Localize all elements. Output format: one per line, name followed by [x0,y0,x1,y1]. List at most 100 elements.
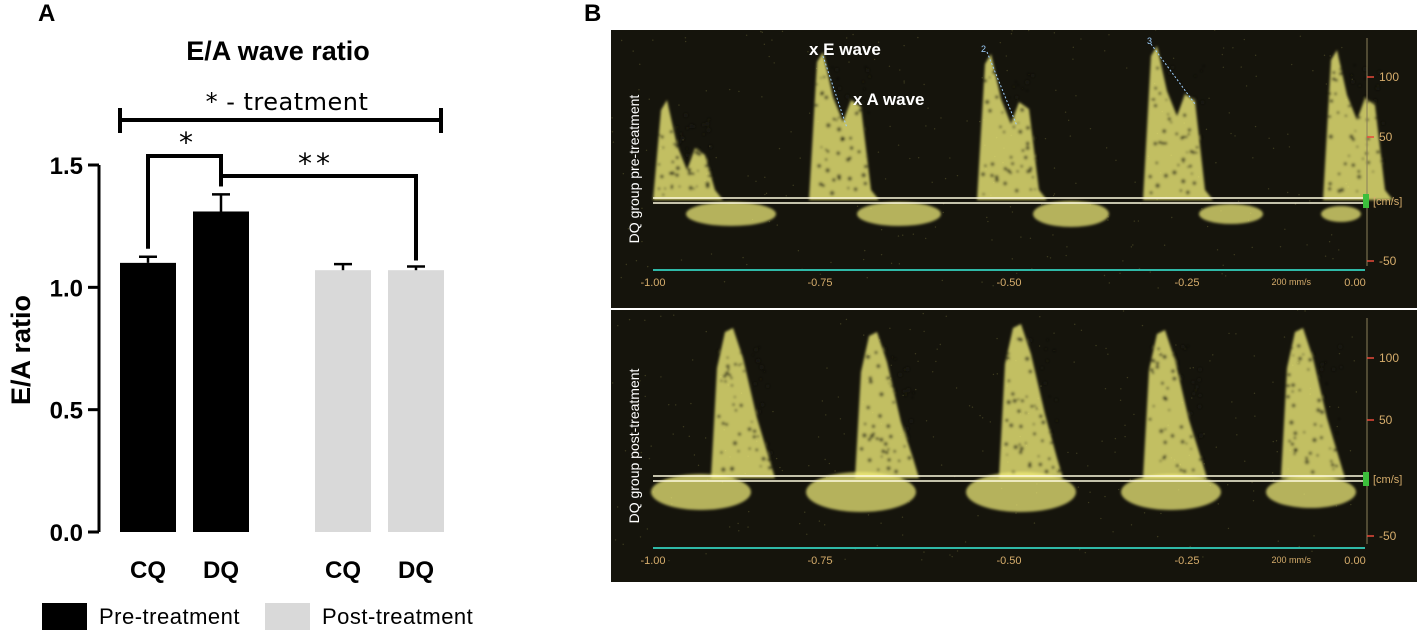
speckle [897,459,901,463]
sweep-speed-label: 200 mm/s [1271,555,1311,565]
noise-speckle [723,429,725,431]
noise-speckle [864,249,866,252]
speckle [1335,431,1339,435]
speckle [674,173,680,178]
speckle [1049,441,1053,445]
noise-speckle [1078,548,1081,551]
speckle [1190,172,1194,175]
speckle [1189,434,1193,439]
noise-speckle [949,157,951,159]
time-tick-label: -1.00 [640,555,665,567]
speckle [675,165,681,171]
speckle [1357,115,1361,120]
noise-speckle [616,506,619,508]
speckle [1009,155,1013,159]
noise-speckle [1203,433,1205,435]
forward-flow-wave [1323,50,1393,200]
noise-speckle [1221,273,1223,275]
speckle [1043,381,1048,386]
noise-speckle [818,520,821,522]
noise-speckle [992,285,994,287]
speckle [1185,135,1188,139]
noise-speckle [781,469,784,472]
speckle [1165,98,1168,101]
speckle [877,413,883,419]
speckle [1328,447,1332,450]
noise-speckle [1067,451,1069,454]
treatment-annotation: * - treatment [206,88,369,116]
noise-speckle [1301,559,1304,561]
speckle [1338,71,1343,76]
noise-speckle [925,125,927,127]
speckle [888,434,894,439]
noise-speckle [1025,444,1028,447]
speckle [683,112,689,118]
speckle [1166,386,1170,390]
speckle [1024,356,1030,362]
noise-speckle [1010,33,1013,35]
noise-speckle [727,384,729,386]
speckle [1025,145,1030,151]
noise-speckle [650,445,652,447]
speckle [679,132,683,136]
speckle [1179,424,1184,430]
noise-speckle [635,260,638,262]
noise-speckle [909,157,911,160]
noise-speckle [1267,188,1270,190]
forward-flow-wave [1143,46,1213,200]
speckle [1374,116,1378,120]
speckle [1167,116,1172,121]
speckle [1363,95,1367,99]
speckle [660,135,665,139]
baseline-marker [1363,194,1369,208]
speckle [1155,364,1160,370]
noise-speckle [641,240,643,243]
speckle [1025,395,1028,398]
noise-speckle [1231,401,1233,403]
noise-speckle [1311,550,1313,553]
speckle [1195,145,1199,149]
noise-speckle [994,155,996,158]
speckle [1155,361,1160,366]
speckle [1040,366,1044,370]
noise-speckle [620,276,622,279]
noise-speckle [1228,112,1230,114]
noise-speckle [1120,388,1122,390]
speckle [1021,148,1025,153]
speckle [1030,404,1034,409]
speckle [1338,417,1341,421]
speckle [887,447,890,451]
noise-speckle [890,262,893,265]
noise-speckle [1006,69,1008,72]
x-tick-label: DQ [398,557,434,584]
speckle [1302,431,1306,434]
speckle [866,405,871,410]
noise-speckle [1309,393,1311,395]
y-tick-label: 1.0 [50,275,83,302]
speckle [1185,190,1191,195]
speckle [1319,435,1324,440]
noise-speckle [1108,282,1111,284]
noise-speckle [1148,158,1150,160]
speckle [1020,164,1024,168]
noise-speckle [1104,50,1106,52]
speckle [720,467,726,473]
speckle [752,429,757,434]
noise-speckle [1137,220,1140,222]
reverse-flow-blob [857,202,941,226]
speckle [678,185,681,188]
speckle [730,384,734,387]
speckle [1320,362,1325,367]
speckle [892,389,897,393]
speckle [1033,404,1037,408]
noise-speckle [901,534,904,536]
noise-speckle [1003,447,1005,449]
noise-speckle [635,463,637,465]
noise-speckle [705,173,708,175]
speckle [680,136,685,141]
noise-speckle [648,98,650,100]
noise-speckle [1298,194,1300,196]
speckle [905,366,910,372]
noise-speckle [1036,483,1038,485]
velocity-tick-label: 50 [1379,413,1393,427]
